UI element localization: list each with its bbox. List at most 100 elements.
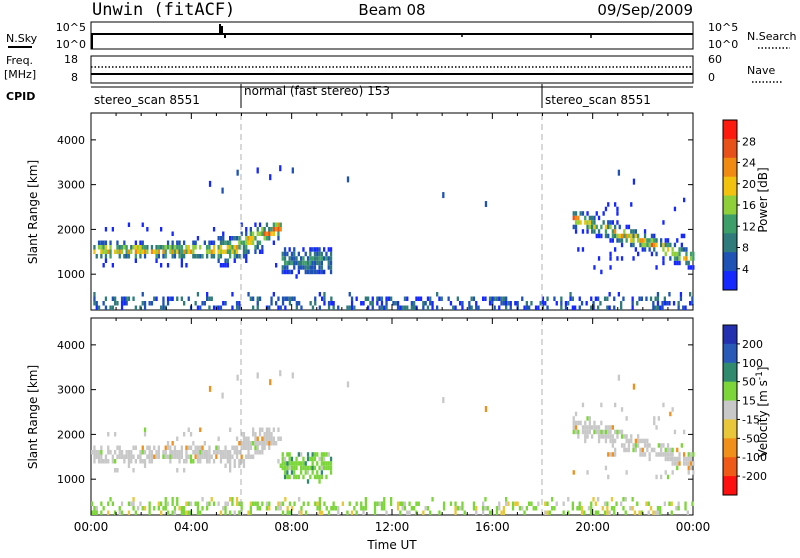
echo-cell xyxy=(684,506,687,511)
echo-cell xyxy=(270,231,273,236)
echo-cell xyxy=(572,425,575,430)
echo-cell xyxy=(272,292,275,297)
echo-cell xyxy=(238,240,241,245)
echo-cell xyxy=(134,258,137,263)
echo-cell xyxy=(332,506,335,511)
echo-cell xyxy=(222,231,225,236)
echo-cell xyxy=(329,265,333,270)
echo-cell xyxy=(597,296,600,301)
echo-cell xyxy=(639,238,642,243)
echo-cell xyxy=(664,452,667,457)
echo-cell xyxy=(219,454,223,459)
echo-cell xyxy=(247,249,250,254)
echo-cell xyxy=(597,434,601,439)
echo-cell xyxy=(655,474,658,480)
echo-cell xyxy=(676,251,679,257)
echo-cell xyxy=(640,510,643,515)
echo-cell xyxy=(608,305,611,310)
echo-cell xyxy=(157,454,160,459)
echo-cell xyxy=(318,479,321,484)
echo-cell xyxy=(574,215,578,221)
echo-cell xyxy=(680,247,683,252)
echo-cell xyxy=(300,265,303,270)
echo-cell xyxy=(682,305,685,310)
echo-cell xyxy=(107,510,110,515)
echo-cell xyxy=(102,301,105,306)
echo-cell xyxy=(185,501,188,506)
echo-cell xyxy=(616,206,619,212)
echo-cell xyxy=(668,301,671,306)
echo-cell xyxy=(329,251,333,257)
echo-cell xyxy=(252,236,255,241)
echo-cell xyxy=(311,265,314,270)
echo-cell xyxy=(579,211,582,216)
colorbar-swatch xyxy=(723,138,737,159)
echo-cell xyxy=(164,249,167,254)
echo-cell xyxy=(463,510,466,515)
echo-cell xyxy=(572,224,575,230)
echo-cell xyxy=(607,452,610,457)
echo-cell xyxy=(689,265,693,270)
echo-region-0 xyxy=(91,427,282,473)
echo-cell xyxy=(166,263,170,268)
echo-cell xyxy=(130,501,133,506)
echo-cell xyxy=(654,305,657,310)
echo-cell xyxy=(281,256,284,261)
echo-cell xyxy=(219,245,223,250)
echo-cell xyxy=(671,456,674,462)
echo-cell xyxy=(224,445,227,450)
echo-cell xyxy=(594,296,597,301)
echo-cell xyxy=(683,256,686,261)
echo-cell xyxy=(364,497,367,502)
echo-cell xyxy=(581,211,585,216)
echo-cell xyxy=(208,296,211,301)
echo-cell xyxy=(277,506,280,511)
echo-cell xyxy=(429,296,432,301)
echo-cell xyxy=(183,468,186,473)
echo-cell xyxy=(316,470,319,475)
echo-cell xyxy=(206,506,209,511)
echo-cell xyxy=(166,296,170,301)
echo-cell xyxy=(316,260,319,266)
echo-cell xyxy=(293,474,296,480)
echo-cell xyxy=(415,510,418,515)
echo-cell xyxy=(226,258,229,263)
echo-cell xyxy=(648,238,651,243)
echo-cell xyxy=(134,445,137,450)
echo-cell xyxy=(614,247,617,252)
echo-cell xyxy=(600,269,603,275)
echo-cell xyxy=(679,296,683,301)
echo-cell xyxy=(678,256,681,261)
echo-cell xyxy=(275,301,278,306)
echo-cell xyxy=(655,238,658,243)
echo-cell xyxy=(109,245,112,250)
echo-cell xyxy=(120,501,124,506)
echo-cell xyxy=(664,470,667,475)
echo-cell xyxy=(606,501,609,506)
echo-cell xyxy=(283,269,287,275)
echo-cell xyxy=(595,425,598,430)
echo-cell xyxy=(233,459,236,464)
cpid-segment-2: normal (fast stereo) 153 xyxy=(244,84,390,98)
echo-cell xyxy=(311,256,314,261)
echo-cell xyxy=(134,510,137,515)
echo-cell xyxy=(212,254,216,259)
echo-cell xyxy=(300,470,303,475)
echo-cell xyxy=(173,506,177,511)
echo-cell xyxy=(325,256,328,261)
echo-cell xyxy=(620,434,624,439)
colorbar-swatch xyxy=(723,176,737,197)
velocity-x-ticks: 00:00 04:00 08:00 12:00 16:00 20:00 00:00 xyxy=(74,520,711,534)
echo-cell xyxy=(579,220,582,225)
echo-cell xyxy=(662,452,665,457)
echo-cell xyxy=(662,220,665,225)
echo-cell xyxy=(311,470,314,475)
echo-cell xyxy=(607,224,610,230)
power-colorbar-label: Power [dB] xyxy=(756,167,770,232)
echo-cell xyxy=(641,438,644,444)
echo-cell xyxy=(592,301,595,306)
echo-cell xyxy=(689,256,693,261)
echo-cell xyxy=(178,506,181,511)
echo-cell xyxy=(546,296,549,301)
echo-cell xyxy=(212,459,216,464)
